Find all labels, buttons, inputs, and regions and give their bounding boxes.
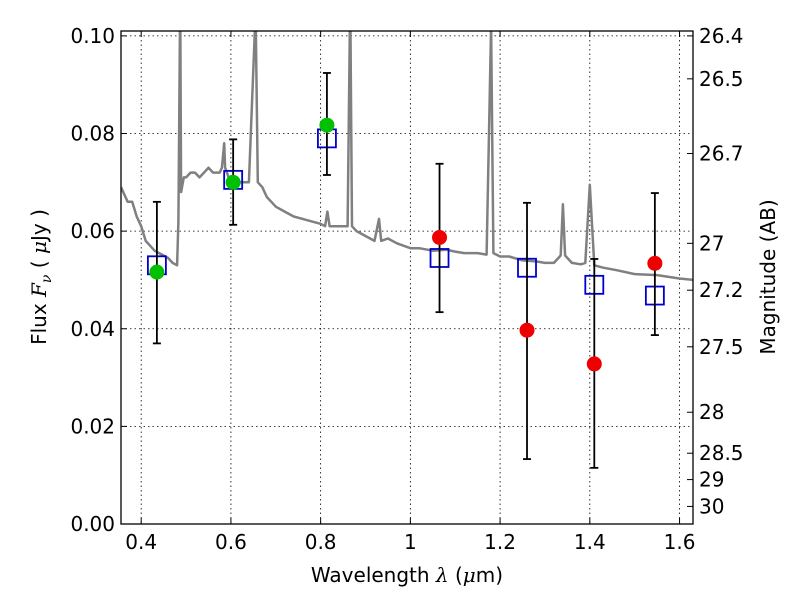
x-tick-label: 0.4 [125, 530, 157, 554]
x-tick-label: 1.6 [664, 530, 696, 554]
tick-layer: 0.4 0.6 0.8 1 1.2 1.4 1.6 0.00 0.02 0.04 0.06 0.08 0… [70, 24, 743, 554]
mag-tick-label: 26.7 [699, 142, 744, 166]
observed-point-green [319, 117, 335, 133]
mag-tick-label: 28 [699, 400, 724, 424]
y-tick-label: 0.08 [70, 122, 115, 146]
plot-layer [121, 31, 693, 469]
y-tick-label: 0.00 [70, 512, 115, 536]
x-tick-label: 1 [404, 530, 417, 554]
x-tick-label: 1.4 [574, 530, 606, 554]
mag-tick-label: 27.5 [699, 335, 744, 359]
mag-tick-label: 29 [699, 468, 724, 492]
mag-tick-label: 26.5 [699, 67, 744, 91]
grid-layer [121, 31, 693, 525]
plot-frame [120, 30, 694, 525]
y-tick-label: 0.06 [70, 219, 115, 243]
observed-point-red [519, 322, 535, 338]
observed-point-green [149, 264, 165, 280]
x-tick-label: 0.6 [215, 530, 247, 554]
mag-tick-label: 30 [699, 494, 724, 518]
observed-point-red [432, 229, 448, 245]
y-tick-label: 0.04 [70, 317, 115, 341]
mag-tick-label: 27.2 [699, 278, 744, 302]
y-tick-label: 0.02 [70, 414, 115, 438]
mag-tick-label: 27 [699, 231, 724, 255]
x-axis-label: Wavelength λ (μm) [311, 563, 503, 587]
y-tick-label: 0.10 [70, 24, 115, 48]
x-tick-label: 1.2 [484, 530, 516, 554]
right-axis-label: Magnitude (AB) [756, 199, 780, 354]
model-spectrum-line [121, 31, 693, 282]
axis-labels: Wavelength λ (μm) Flux Fν ( μJy ) Magnit… [27, 199, 780, 587]
observed-point-green [225, 174, 241, 190]
observed-point-red [586, 356, 602, 372]
x-tick-label: 0.8 [305, 530, 337, 554]
y-axis-label: Flux Fν ( μJy ) [27, 209, 55, 345]
observed-point-red [647, 255, 663, 271]
mag-tick-label: 26.4 [699, 24, 744, 48]
mag-tick-label: 28.5 [699, 441, 744, 465]
